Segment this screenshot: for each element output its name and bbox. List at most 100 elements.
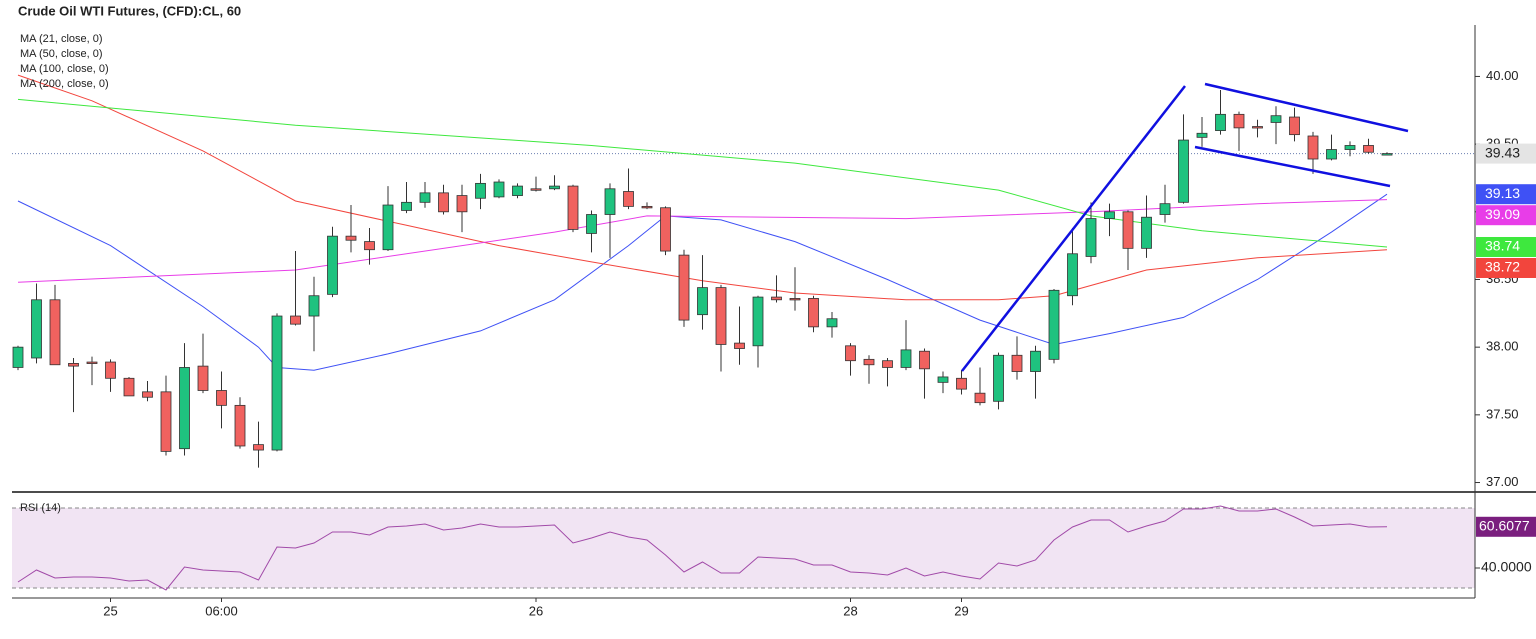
rsi-value-label: 60.6077 <box>1479 517 1530 533</box>
y-tick-label: 40.00 <box>1486 68 1519 83</box>
trend-line <box>1194 145 1391 188</box>
candle-body <box>271 315 283 451</box>
candle-body <box>956 377 967 390</box>
candle-body <box>31 299 42 359</box>
candle-body <box>734 342 745 349</box>
candle-body <box>1326 149 1337 160</box>
candle-body <box>160 391 172 452</box>
label-layer: 37.0037.5038.0038.5039.0039.5040.002506:… <box>103 68 1536 618</box>
y-tick-label: 38.00 <box>1486 339 1519 354</box>
y-tick-label: 37.50 <box>1486 406 1519 421</box>
candle-body <box>808 298 819 328</box>
x-tick-label: 26 <box>529 603 543 618</box>
rsi-band <box>12 508 1475 588</box>
candle-body <box>253 444 264 451</box>
candle-body <box>345 235 357 241</box>
candle-body <box>530 188 542 191</box>
candle-body <box>1307 135 1319 160</box>
candle-body <box>567 185 579 230</box>
candle-body <box>919 350 930 370</box>
candle-body <box>678 254 690 321</box>
candle-body <box>1067 253 1078 297</box>
candle-body <box>771 296 782 301</box>
candle-body <box>752 296 764 347</box>
candle-body <box>826 318 838 328</box>
trend-line <box>1204 82 1409 133</box>
candle-body <box>86 361 98 364</box>
candle-body <box>105 361 116 379</box>
candle-body <box>123 377 135 397</box>
rsi-tick-label: 40.0000 <box>1481 559 1532 575</box>
candle-body <box>234 404 246 447</box>
candle-body <box>1381 153 1393 156</box>
ma-value-label: 38.72 <box>1485 259 1520 275</box>
candle-body <box>993 354 1004 402</box>
candle-body <box>937 376 949 383</box>
candle-body <box>1104 211 1115 219</box>
drawing-layer <box>961 82 1409 372</box>
candle-body <box>1252 126 1263 129</box>
value-label-box <box>1476 236 1536 257</box>
candle-body <box>1344 145 1356 150</box>
candle-body <box>401 201 412 211</box>
candle-body <box>456 195 468 213</box>
x-tick-label: 25 <box>103 603 117 618</box>
candle-body <box>882 360 893 368</box>
legend-entry: MA (21, close, 0) <box>20 33 103 45</box>
candle-layer <box>12 89 1393 468</box>
x-tick-label: 28 <box>843 603 857 618</box>
value-label-box <box>1476 205 1536 226</box>
candle-body <box>1030 350 1041 372</box>
candle-body <box>1159 203 1171 215</box>
candle-body <box>1233 113 1245 129</box>
ma-value-label: 38.74 <box>1485 238 1520 254</box>
candle-body <box>419 192 431 203</box>
candle-body <box>715 287 727 345</box>
candle-body <box>1085 218 1097 257</box>
candle-body <box>604 188 616 215</box>
candle-body <box>1289 116 1300 136</box>
candle-body <box>364 241 375 251</box>
last-price-label: 39.43 <box>1485 144 1520 160</box>
candle-body <box>1363 145 1374 153</box>
candle-body <box>493 181 505 198</box>
moving-average-line <box>17 199 1388 283</box>
candle-body <box>308 295 320 317</box>
candle-body <box>68 363 79 367</box>
candle-body <box>863 358 875 366</box>
value-label-box <box>1476 184 1536 205</box>
candle-body <box>1011 354 1023 372</box>
candle-body <box>845 345 856 362</box>
candle-body <box>382 204 394 251</box>
rsi-layer <box>12 505 1480 591</box>
candle-body <box>974 392 986 404</box>
ma-value-label: 39.13 <box>1485 185 1520 201</box>
candle-body <box>1122 211 1134 249</box>
candle-body <box>586 214 597 234</box>
rsi-value-box <box>1476 516 1536 537</box>
value-label-box <box>1476 143 1536 164</box>
candle-body <box>179 367 190 450</box>
legend-entry: MA (200, close, 0) <box>20 78 109 90</box>
candle-body <box>1270 115 1282 123</box>
candle-body <box>789 298 801 301</box>
rsi-line <box>17 505 1388 591</box>
candle-body <box>475 182 486 199</box>
candle-body <box>549 185 560 190</box>
moving-average-line <box>17 98 1388 248</box>
candle-body <box>900 349 912 368</box>
candle-body <box>438 192 449 213</box>
candle-body <box>1048 289 1060 360</box>
legend-entry: MA (50, close, 0) <box>20 48 103 60</box>
candle-body <box>49 299 61 366</box>
candle-body <box>641 205 653 209</box>
candle-body <box>197 365 209 391</box>
ma-value-label: 39.09 <box>1485 206 1520 222</box>
candle-body <box>1141 216 1152 249</box>
candle-body <box>660 207 671 252</box>
candle-body <box>142 391 153 398</box>
candle-body <box>290 315 301 325</box>
candle-body <box>1196 132 1208 138</box>
candle-body <box>1215 113 1226 131</box>
